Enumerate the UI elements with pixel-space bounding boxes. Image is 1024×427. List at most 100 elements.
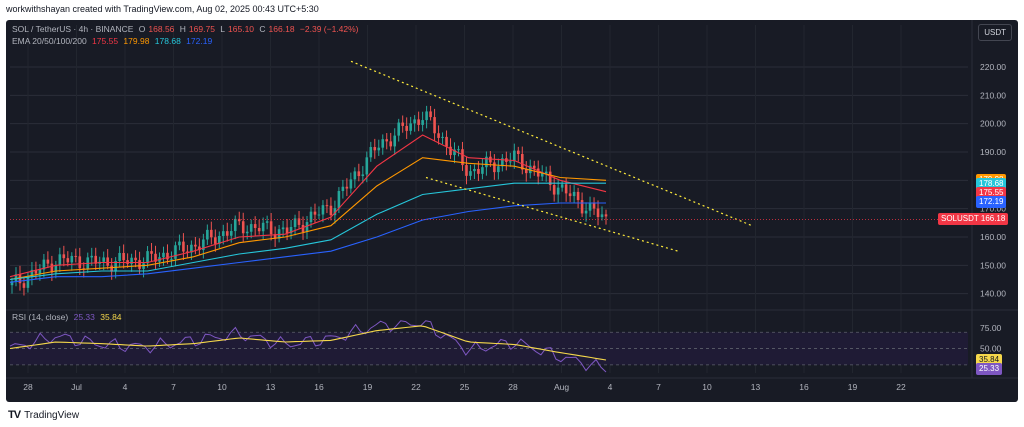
candle-body [261, 222, 265, 232]
candle-body [433, 117, 436, 134]
candle-body [289, 226, 293, 234]
candle-body [509, 161, 512, 163]
tradingview-logo-icon: TV [8, 409, 21, 421]
candle-body [548, 171, 552, 186]
candle-body [26, 276, 30, 288]
candle-body [441, 136, 444, 138]
rsi-ma-value: 35.84 [100, 312, 122, 322]
candle-body [229, 231, 233, 236]
candle-body [401, 122, 404, 126]
footer-brand: TradingView [24, 409, 80, 421]
candle-body [313, 211, 317, 215]
candle-body [397, 122, 400, 136]
candle-body [130, 257, 133, 264]
ema50-value: 179.98 [123, 36, 150, 46]
chart-panel[interactable]: 220.00210.00200.00190.00180.00170.00160.… [6, 20, 1018, 402]
candle-body [465, 165, 468, 176]
symbol-name[interactable]: SOL / TetherUS · 4h · BINANCE [12, 24, 134, 34]
candle-body [58, 254, 62, 266]
candle-body [301, 224, 305, 232]
candle-body [297, 218, 301, 225]
candle-body [245, 231, 249, 234]
candle-body [329, 205, 333, 216]
price-tick-label: 150.00 [980, 260, 1006, 270]
candle-body [564, 184, 568, 194]
candle-body [520, 153, 524, 170]
candle-body [74, 255, 78, 257]
rsi-legend: RSI (14, close) 25.33 35.84 [12, 312, 125, 322]
chart-canvas[interactable]: 220.00210.00200.00190.00180.00170.00160.… [6, 20, 1018, 402]
candle-body [469, 171, 472, 176]
rsi-tick-label: 75.00 [980, 323, 1002, 333]
rsi-tag: 25.33 [976, 362, 1003, 375]
change-value: −2.39 (−1.42%) [299, 24, 359, 34]
candle-body [66, 258, 70, 263]
candle-body [138, 260, 141, 269]
candle-body [421, 120, 424, 125]
candle-body [453, 149, 456, 156]
candle-body [604, 214, 608, 217]
candle-body [154, 253, 157, 262]
ema20-value: 175.55 [92, 36, 119, 46]
candle-body [54, 265, 58, 273]
candle-body [241, 221, 245, 234]
candle-body [333, 208, 337, 216]
candle-body [449, 146, 452, 156]
low-value: 165.10 [228, 24, 255, 34]
time-tick-label: 4 [123, 382, 128, 392]
candle-body [588, 202, 592, 211]
candle-body [516, 150, 520, 154]
rsi-label[interactable]: RSI (14, close) [12, 312, 69, 322]
candle-body [592, 202, 596, 209]
price-tick-label: 190.00 [980, 147, 1006, 157]
candle-body [182, 241, 185, 252]
candle-body [50, 263, 54, 273]
time-tick-label: 19 [363, 382, 373, 392]
candle-body [178, 241, 181, 246]
symbol-price-tag: SOLUSDT 166.18 [938, 213, 1009, 226]
candle-body [532, 165, 536, 169]
candle-body [46, 259, 50, 264]
rsi-line [9, 320, 607, 373]
candle-body [70, 255, 74, 263]
rsi-value: 25.33 [73, 312, 95, 322]
candle-body [417, 119, 420, 125]
candle-body [345, 186, 349, 189]
attribution-text: workwithshayan created with TradingView.… [6, 4, 319, 14]
ema-label[interactable]: EMA 20/50/100/200 [12, 36, 87, 46]
candle-body [166, 252, 169, 260]
candle-body [584, 210, 588, 214]
price-tag: 172.19 [976, 196, 1007, 209]
currency-button[interactable]: USDT [978, 24, 1012, 41]
candle-body [457, 149, 460, 151]
candle-body [214, 237, 217, 244]
candle-body [540, 173, 544, 177]
price-tag: 175.55 [976, 186, 1007, 199]
candle-body [281, 227, 285, 230]
candle-body [218, 235, 221, 244]
time-tick-label: 25 [460, 382, 470, 392]
ema200-value: 172.19 [186, 36, 213, 46]
candle-body [202, 239, 205, 251]
candle-body [321, 205, 325, 215]
candle-body [309, 211, 313, 223]
candle-body [381, 139, 385, 148]
candle-body [114, 261, 117, 272]
ema100-line [9, 182, 606, 281]
candle-body [473, 168, 476, 172]
candle-body [353, 171, 357, 180]
time-tick-label: 16 [799, 382, 809, 392]
candle-body [102, 257, 105, 262]
candle-body [409, 123, 412, 131]
candle-body [445, 136, 448, 147]
price-tick-label: 170.00 [980, 204, 1006, 214]
candle-body [150, 251, 153, 254]
candle-body [596, 208, 600, 218]
candle-body [389, 141, 393, 147]
candle-body [30, 269, 34, 277]
rsi-tick-label: 50.00 [980, 344, 1002, 354]
time-tick-label: 10 [217, 382, 227, 392]
candle-body [118, 252, 121, 262]
candle-body [497, 166, 500, 173]
